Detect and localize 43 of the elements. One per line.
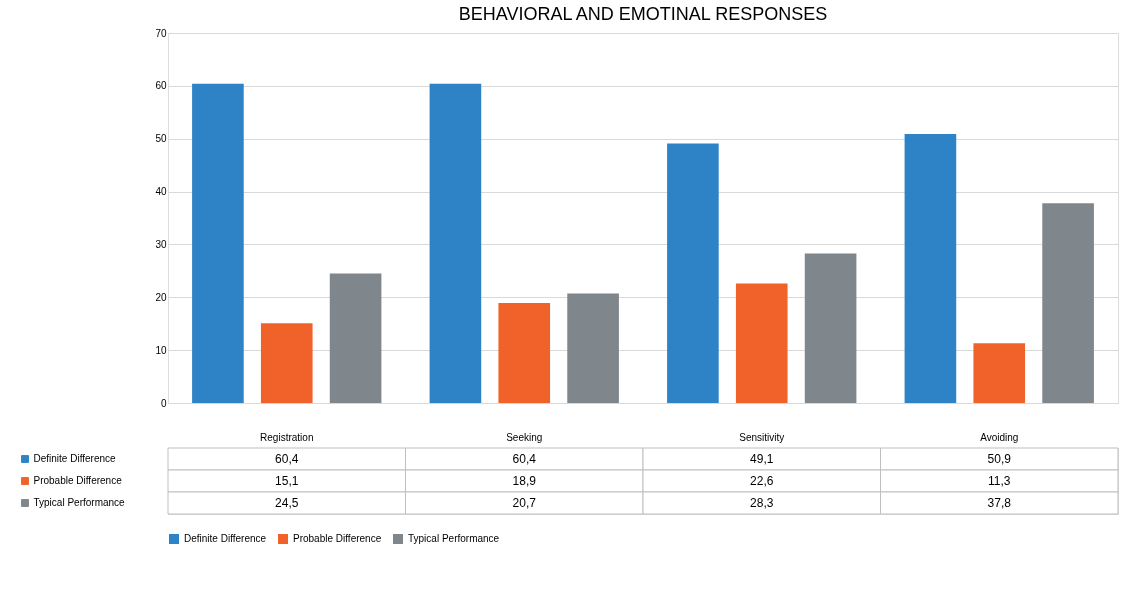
bar bbox=[973, 343, 1026, 403]
data-label: 15,1 bbox=[275, 474, 299, 488]
y-tick-label: 30 bbox=[155, 238, 167, 250]
bar bbox=[498, 303, 551, 403]
bar bbox=[429, 83, 482, 403]
x-tick-label: Registration bbox=[260, 431, 314, 443]
bar bbox=[192, 83, 244, 403]
legend-label: Definite Difference bbox=[33, 453, 117, 464]
bar bbox=[329, 273, 382, 403]
data-label: 18,9 bbox=[512, 474, 537, 488]
text: Typical Performance bbox=[33, 497, 125, 508]
data-label: 11,3 bbox=[988, 474, 1011, 488]
bar bbox=[904, 133, 957, 403]
legend-label: Typical Performance bbox=[408, 533, 500, 544]
bar bbox=[1042, 203, 1094, 403]
legend-label: Probable Difference bbox=[293, 533, 382, 544]
bar bbox=[667, 143, 719, 403]
bar bbox=[735, 283, 788, 403]
data-label: 60,4 bbox=[275, 452, 299, 466]
data-label: 37,8 bbox=[987, 496, 1012, 510]
y-tick-label: 40 bbox=[155, 186, 167, 198]
data-label: 22,6 bbox=[750, 474, 774, 488]
y-tick-label: 60 bbox=[155, 80, 167, 92]
data-label: 60,4 bbox=[512, 452, 537, 466]
text: Probable Difference bbox=[33, 475, 122, 486]
chart-title: BEHAVIORAL AND EMOTINAL RESPONSES bbox=[458, 4, 828, 24]
y-tick-label: 50 bbox=[155, 133, 167, 145]
data-label: 24,5 bbox=[275, 496, 299, 510]
data-label: 28,3 bbox=[750, 496, 774, 510]
text: Definite Difference bbox=[184, 533, 267, 544]
x-tick-label: Avoiding bbox=[980, 431, 1019, 443]
data-label: 49,1 bbox=[750, 452, 774, 466]
x-tick-label: Sensitivity bbox=[739, 431, 785, 443]
y-tick-label: 0 bbox=[160, 397, 167, 409]
y-tick-label: 20 bbox=[155, 291, 167, 303]
data-label: 20,7 bbox=[512, 496, 537, 510]
bar bbox=[567, 293, 619, 403]
bar bbox=[804, 253, 857, 403]
y-tick-label: 70 bbox=[155, 27, 167, 39]
data-label: 50,9 bbox=[987, 452, 1012, 466]
y-tick-label: 10 bbox=[155, 344, 167, 356]
bar bbox=[260, 323, 313, 403]
x-tick-label: Seeking bbox=[506, 431, 543, 443]
